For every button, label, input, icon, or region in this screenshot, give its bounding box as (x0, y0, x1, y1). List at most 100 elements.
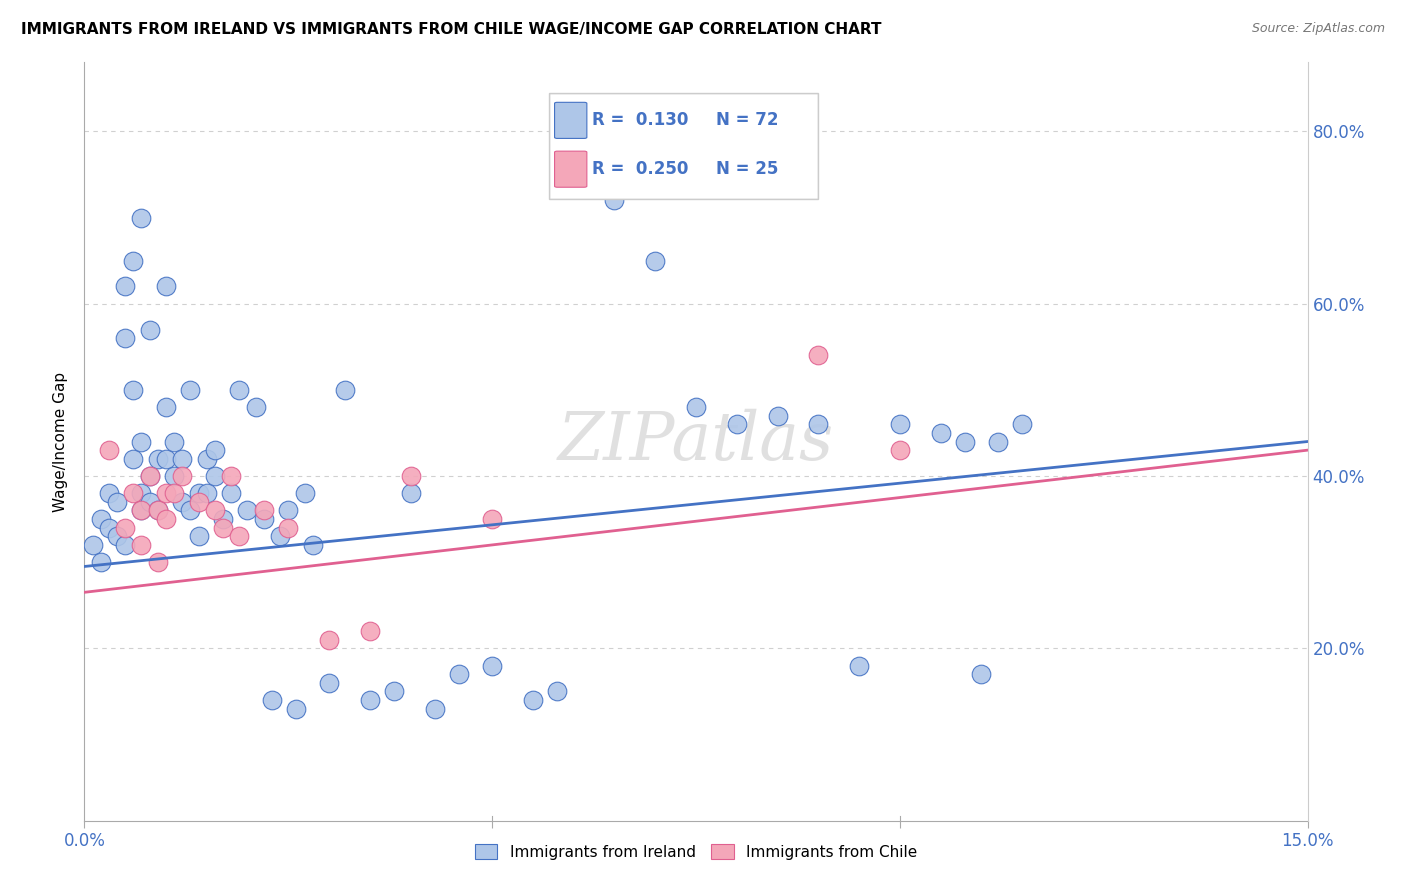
Point (253, 512, 276, 526)
Point (131, 503, 153, 517)
Point (131, 538, 153, 552)
Point (953, 434, 976, 449)
Point (236, 503, 259, 517)
Point (245, 400, 267, 414)
Point (725, 417, 748, 432)
Point (122, 486, 145, 500)
Point (105, 529, 128, 543)
Point (204, 503, 226, 517)
Point (155, 451, 177, 466)
Point (359, 693, 381, 707)
Point (644, 253, 666, 268)
Point (318, 675, 340, 690)
Point (522, 693, 544, 707)
Point (163, 486, 186, 500)
Text: ZIPatlas: ZIPatlas (558, 409, 834, 475)
Point (146, 503, 169, 517)
Point (228, 383, 250, 397)
Point (179, 383, 201, 397)
Point (138, 322, 160, 336)
Point (253, 503, 276, 517)
Point (807, 348, 830, 362)
Point (848, 658, 870, 673)
Point (481, 658, 503, 673)
Point (131, 486, 153, 500)
Point (105, 495, 128, 509)
Point (603, 194, 626, 208)
Point (195, 486, 218, 500)
Point (399, 486, 422, 500)
Point (1011, 417, 1033, 432)
Point (987, 434, 1010, 449)
Point (269, 529, 291, 543)
Point (131, 434, 153, 449)
Point (929, 425, 952, 440)
Point (172, 469, 194, 483)
Text: IMMIGRANTS FROM IRELAND VS IMMIGRANTS FROM CHILE WAGE/INCOME GAP CORRELATION CHA: IMMIGRANTS FROM IRELAND VS IMMIGRANTS FR… (21, 22, 882, 37)
Point (219, 469, 242, 483)
Point (449, 667, 471, 681)
Point (889, 417, 911, 432)
Point (122, 383, 145, 397)
Point (187, 495, 209, 509)
Point (131, 503, 153, 517)
Point (423, 701, 446, 715)
Point (97, 486, 120, 500)
Point (481, 512, 503, 526)
Text: Source: ZipAtlas.com: Source: ZipAtlas.com (1251, 22, 1385, 36)
Point (187, 529, 209, 543)
Point (90, 512, 112, 526)
Point (301, 538, 323, 552)
Point (889, 443, 911, 458)
Point (163, 434, 186, 449)
Point (138, 495, 160, 509)
Legend: Immigrants from Ireland, Immigrants from Chile: Immigrants from Ireland, Immigrants from… (468, 838, 924, 866)
Point (212, 512, 235, 526)
Point (155, 400, 177, 414)
Point (685, 400, 707, 414)
Point (807, 417, 830, 432)
Point (970, 667, 993, 681)
Point (212, 521, 235, 535)
Point (204, 469, 226, 483)
Point (335, 383, 357, 397)
Point (146, 555, 169, 569)
Point (277, 503, 299, 517)
Point (97, 521, 120, 535)
Point (114, 521, 136, 535)
Point (97, 443, 120, 458)
Point (277, 521, 299, 535)
Point (155, 279, 177, 293)
Point (285, 701, 308, 715)
Point (122, 253, 145, 268)
Point (219, 486, 242, 500)
Point (187, 486, 209, 500)
Point (382, 684, 405, 698)
Point (766, 409, 789, 423)
Point (90, 555, 112, 569)
Point (114, 279, 136, 293)
Point (179, 503, 201, 517)
Point (155, 512, 177, 526)
Point (163, 469, 186, 483)
Point (204, 443, 226, 458)
Point (131, 211, 153, 225)
Point (399, 469, 422, 483)
Point (228, 529, 250, 543)
Point (172, 495, 194, 509)
Y-axis label: Wage/Income Gap: Wage/Income Gap (53, 371, 69, 512)
Point (114, 331, 136, 345)
Point (294, 486, 316, 500)
Point (318, 632, 340, 647)
Point (155, 486, 177, 500)
Point (260, 693, 283, 707)
Point (146, 451, 169, 466)
Point (195, 451, 218, 466)
Point (138, 469, 160, 483)
Point (122, 451, 145, 466)
Point (82, 538, 104, 552)
Point (546, 684, 568, 698)
Point (172, 451, 194, 466)
Point (114, 538, 136, 552)
Point (146, 503, 169, 517)
